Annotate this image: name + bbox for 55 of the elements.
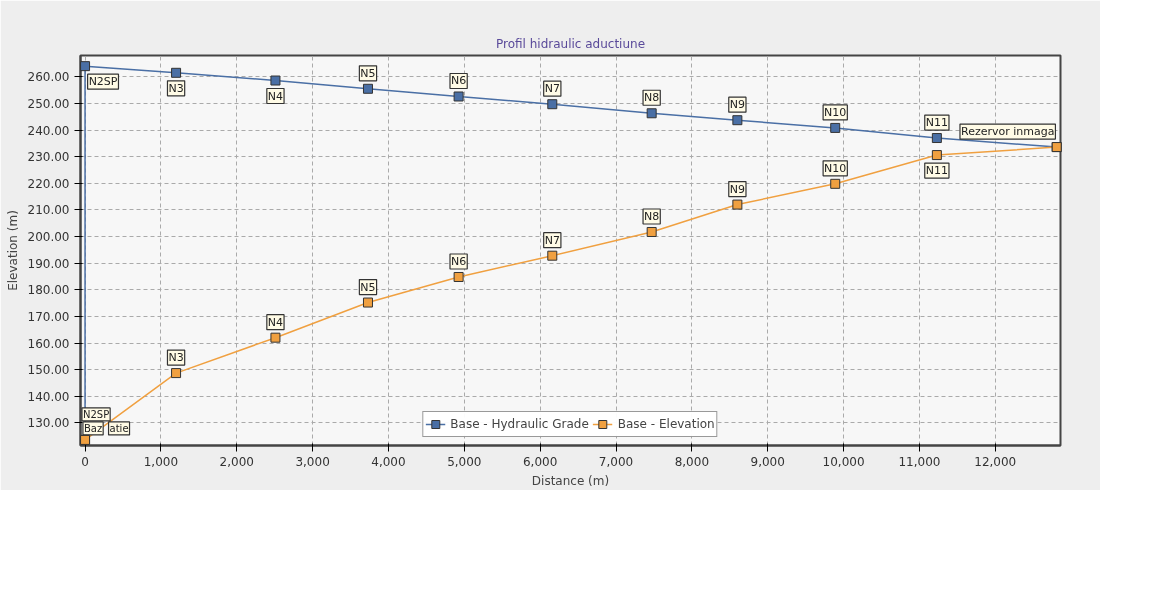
legend-label: Base - Hydraulic Grade [450, 417, 589, 431]
annotation: N6 [451, 74, 467, 88]
y-tick-label: 210.00 [27, 203, 70, 218]
annotation: N5 [360, 66, 376, 80]
y-axis-title: Elevation (m) [5, 210, 20, 291]
annotation: N9 [729, 98, 745, 112]
y-tick-label: 140.00 [27, 389, 70, 404]
x-tick-label: 1,000 [143, 454, 179, 469]
annotation: N2SP [88, 75, 118, 89]
chart-title: Profil hidraulic aductiune [495, 36, 646, 51]
x-tick-label: 9,000 [750, 454, 785, 469]
y-tick-label: 200.00 [27, 230, 70, 245]
y-tick-label: 150.00 [27, 363, 70, 378]
y-tick-label: 250.00 [27, 96, 70, 111]
annotation: N11 [925, 164, 948, 178]
x-tick-label: 6,000 [522, 454, 558, 469]
annotation: N11 [925, 116, 948, 130]
y-tick-label: 160.00 [27, 336, 70, 351]
y-tick-label: 130.00 [27, 416, 70, 431]
annotation: N10 [824, 161, 847, 175]
x-tick-label: 7,000 [598, 454, 634, 469]
annotation: N7 [544, 233, 560, 247]
y-tick-label: 190.00 [27, 256, 70, 271]
y-tick-label: 180.00 [27, 283, 70, 298]
annotation: Rezervor inmaga [960, 125, 1055, 139]
annotation: N8 [644, 210, 660, 223]
annotation: N2SP [82, 408, 110, 420]
annotation: N7 [544, 82, 560, 96]
x-tick-label: 12,000 [974, 454, 1017, 469]
y-tick-label: 230.00 [27, 150, 70, 165]
annotation: N6 [451, 254, 467, 268]
x-tick-label: 5,000 [447, 454, 482, 469]
y-tick-label: 240.00 [27, 123, 70, 138]
legend-label: Base - Elevation [617, 417, 715, 431]
x-tick-label: 10,000 [822, 454, 865, 469]
y-tick-label: 220.00 [27, 176, 70, 191]
y-tick-label: 170.00 [27, 309, 70, 324]
annotation: N10 [824, 105, 847, 119]
annotation: N3 [168, 351, 184, 365]
annotation: N3 [168, 81, 184, 95]
x-tick-label: 4,000 [371, 454, 406, 469]
annotation: N4 [267, 315, 284, 329]
annotation: N8 [644, 91, 660, 105]
x-tick-label: 8,000 [674, 454, 710, 469]
y-tick-label: 260.00 [27, 70, 70, 85]
x-tick-label: 3,000 [295, 454, 330, 469]
annotation: atie [109, 422, 129, 434]
x-axis-title: Distance (m) [531, 473, 610, 488]
annotation: N4 [267, 89, 284, 103]
annotation: N5 [360, 280, 376, 294]
x-tick-label: 2,000 [219, 454, 254, 469]
x-tick-label: 11,000 [898, 454, 941, 469]
annotation: Baz [83, 422, 103, 434]
annotation: N9 [729, 182, 745, 196]
x-tick-label: 0 [81, 454, 89, 469]
